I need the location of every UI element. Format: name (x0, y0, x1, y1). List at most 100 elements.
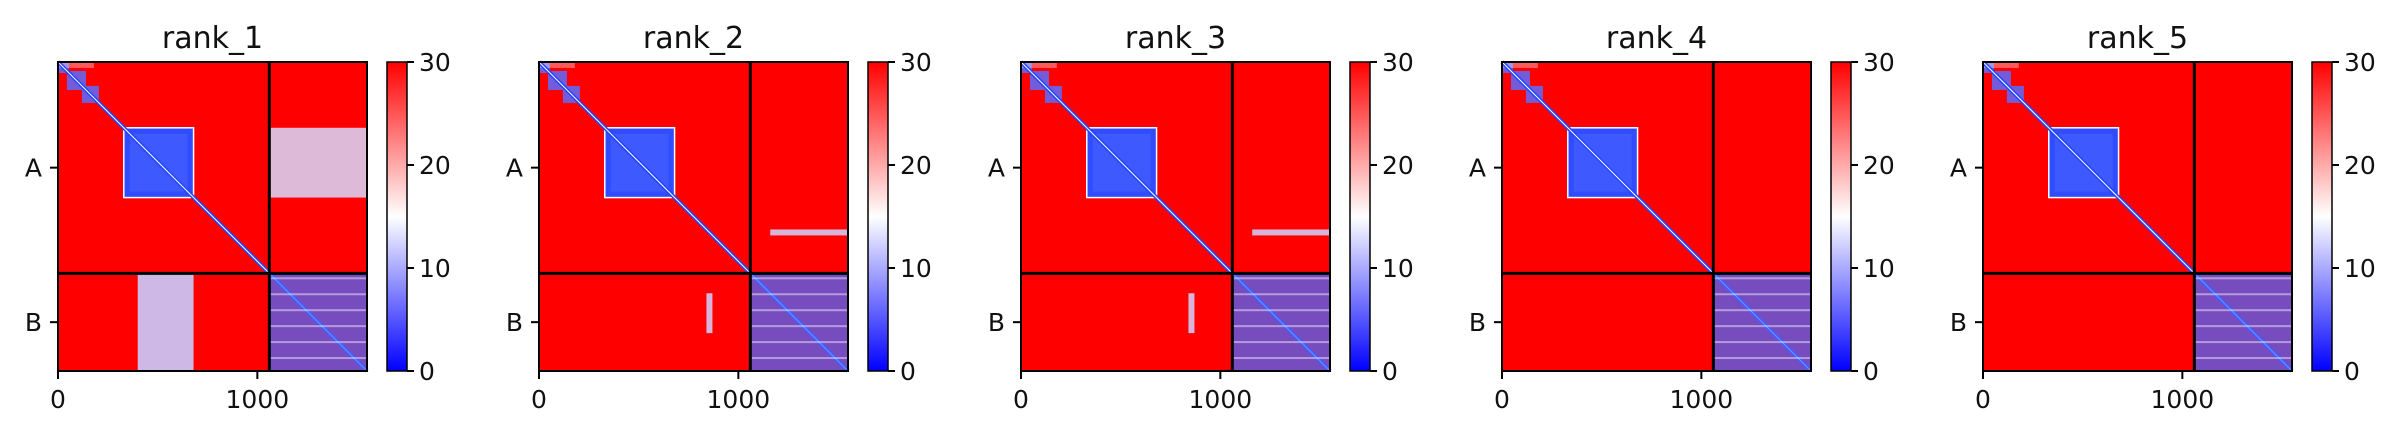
x-tick-label: 1000 (1189, 385, 1253, 414)
colorbar-tick-label: 30 (419, 48, 451, 77)
colorbar-tick-label: 30 (2344, 48, 2376, 77)
heatmap-panel: rank_1 0 1000 A B 0 10 20 30 (25, 21, 451, 414)
chain-b-stripe (750, 325, 848, 328)
colorbar-tick-label: 20 (1863, 151, 1895, 180)
interchain-contact-lower (706, 293, 713, 334)
panel-title: rank_1 (162, 21, 263, 56)
heatmap-frame (1501, 61, 1812, 372)
colorbar-tick-label: 30 (1863, 48, 1895, 77)
chain-b-stripe (1232, 277, 1330, 280)
chain-b-stripe (1713, 357, 1811, 360)
chain-b-block (1232, 273, 1330, 371)
n-terminal-band (1983, 62, 2019, 68)
chain-b-stripe (2194, 309, 2292, 312)
chain-b-block (269, 273, 367, 371)
interchain-contact-lower (1188, 293, 1195, 334)
chain-b-stripe (750, 309, 848, 312)
chain-b-stripe (2194, 341, 2292, 344)
chain-b-stripe (750, 277, 848, 280)
colorbar (867, 61, 889, 372)
panel-title: rank_4 (1606, 21, 1707, 56)
heatmap-panel: rank_4 0 1000 A B 0 10 20 30 (1469, 21, 1895, 414)
n-terminal-band (539, 62, 575, 68)
chain-b-stripe (1713, 325, 1811, 328)
chain-b-stripe (750, 341, 848, 344)
chain-b-block (1713, 273, 1811, 371)
chain-b-stripe (1232, 357, 1330, 360)
chain-b-stripe (1232, 341, 1330, 344)
chain-b-stripe (1713, 309, 1811, 312)
y-tick-label: B (988, 308, 1005, 337)
y-tick-label: B (1469, 308, 1486, 337)
chain-b-stripe (1232, 309, 1330, 312)
y-tick-label: B (1950, 308, 1967, 337)
n-terminal-band (58, 62, 94, 68)
heatmap-frame (538, 61, 849, 372)
chain-b-stripe (2194, 325, 2292, 328)
x-tick-label: 0 (50, 385, 66, 414)
colorbar-tick-label: 30 (1382, 48, 1414, 77)
panel-title: rank_5 (2087, 21, 2188, 56)
chain-b-stripe (269, 277, 367, 280)
x-tick-label: 0 (1013, 385, 1029, 414)
interchain-block-upper (269, 127, 367, 198)
domain-block-edge (2048, 127, 2120, 199)
colorbar-tick-label: 20 (419, 151, 451, 180)
chain-b-block (750, 273, 848, 371)
y-tick-label: A (988, 154, 1005, 183)
panel-title: rank_2 (643, 21, 744, 56)
colorbar-tick-label: 20 (900, 151, 932, 180)
interchain-contact-upper (1252, 229, 1330, 236)
y-tick-label: B (506, 308, 523, 337)
y-tick-label: B (25, 308, 42, 337)
domain-block-edge (1086, 127, 1158, 199)
chain-b-stripe (269, 309, 367, 312)
chain-b-stripe (269, 293, 367, 296)
colorbar (1349, 61, 1371, 372)
x-tick-label: 1000 (226, 385, 290, 414)
x-tick-label: 0 (1975, 385, 1991, 414)
heatmap-panel: rank_5 0 1000 A B 0 10 20 30 (1950, 21, 2376, 414)
n-terminal-band (1021, 62, 1057, 68)
chain-b-stripe (1232, 293, 1330, 296)
colorbar-tick-label: 30 (900, 48, 932, 77)
x-tick-label: 1000 (1670, 385, 1734, 414)
x-tick-label: 1000 (707, 385, 771, 414)
colorbar-tick-label: 0 (1863, 357, 1879, 386)
heatmap-frame (57, 61, 368, 372)
colorbar-tick-label: 20 (1382, 151, 1414, 180)
chain-b-stripe (2194, 293, 2292, 296)
colorbar (2311, 61, 2333, 372)
x-tick-label: 0 (1494, 385, 1510, 414)
colorbar-tick-label: 10 (2344, 254, 2376, 283)
colorbar (386, 61, 408, 372)
chain-b-stripe (269, 357, 367, 360)
chain-b-stripe (2194, 277, 2292, 280)
x-tick-label: 0 (531, 385, 547, 414)
chain-b-stripe (1713, 341, 1811, 344)
colorbar-tick-label: 0 (2344, 357, 2360, 386)
colorbar-tick-label: 10 (419, 254, 451, 283)
domain-block-edge (604, 127, 676, 199)
colorbar-tick-label: 10 (1863, 254, 1895, 283)
n-terminal-band (1502, 62, 1538, 68)
heatmap-frame (1020, 61, 1331, 372)
chain-b-stripe (269, 325, 367, 328)
interchain-contact-upper (770, 229, 848, 236)
chain-b-stripe (2194, 357, 2292, 360)
chain-b-stripe (1232, 325, 1330, 328)
colorbar-tick-label: 20 (2344, 151, 2376, 180)
y-tick-label: A (1469, 154, 1486, 183)
chain-b-stripe (1713, 293, 1811, 296)
heatmap-panel: rank_3 0 1000 A B 0 10 20 30 (988, 21, 1414, 414)
y-tick-label: A (25, 154, 42, 183)
domain-block-edge (123, 127, 195, 199)
y-tick-label: A (506, 154, 523, 183)
colorbar-tick-label: 0 (900, 357, 916, 386)
x-tick-label: 1000 (2151, 385, 2215, 414)
colorbar-tick-label: 10 (900, 254, 932, 283)
domain-block-edge (1567, 127, 1639, 199)
chain-b-stripe (1713, 277, 1811, 280)
chain-b-stripe (750, 357, 848, 360)
colorbar-tick-label: 0 (419, 357, 435, 386)
